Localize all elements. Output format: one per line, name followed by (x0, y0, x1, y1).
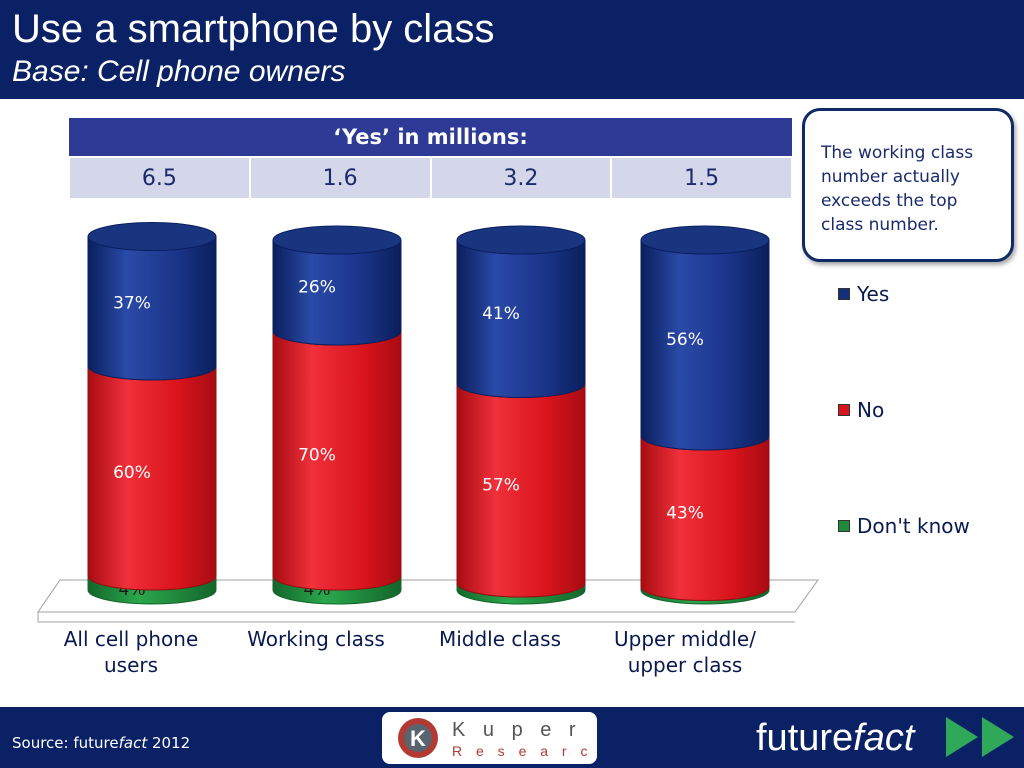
data-label: 57% (482, 475, 520, 495)
bar-segment-yes (640, 239, 770, 451)
source-prefix: Source: future (12, 734, 119, 752)
yes-table-value: 1.6 (248, 156, 432, 200)
data-label: 37% (113, 293, 151, 313)
source-note: Source: futurefact 2012 (12, 734, 190, 752)
logo-top-text: K u p e r (452, 719, 582, 741)
category-label: Working class (247, 627, 385, 651)
legend-label: Yes (857, 282, 890, 306)
callout-text: The working class number actually exceed… (821, 143, 974, 235)
bar-segment-yes (87, 236, 217, 381)
yes-table-value: 1.5 (610, 156, 793, 200)
yes-millions-table: ‘Yes’ in millions: 6.5 1.6 3.2 1.5 (68, 118, 793, 200)
brand-italic: fact (853, 717, 915, 759)
bar-segment-yes (272, 239, 402, 346)
legend-swatch-dont-know (838, 520, 850, 532)
yes-table-value: 3.2 (429, 156, 613, 200)
slide-subtitle: Base: Cell phone owners (12, 55, 346, 88)
yes-table-value: 6.5 (68, 156, 251, 200)
kuper-research-logo: K K u p e r R e s e a r c h (382, 712, 609, 764)
bar-segment-no (640, 435, 770, 601)
legend-label: No (857, 398, 885, 422)
bar-segment-cap (87, 222, 217, 251)
kuper-logo-graphic: K K u p e r R e s e a r c h (398, 718, 609, 759)
data-label: 56% (666, 330, 704, 350)
yes-table-header: ‘Yes’ in millions: (69, 118, 792, 157)
legend-item-yes: Yes (838, 282, 889, 306)
chart-floor (37, 579, 819, 613)
legend-item-dont-know: Don't know (838, 514, 970, 538)
legend-item-no: No (838, 398, 884, 422)
forward-arrows-icon (946, 717, 1014, 757)
bar-segment-cap (640, 225, 770, 255)
data-label: 41% (482, 304, 520, 324)
category-label: Middle class (438, 627, 562, 651)
legend-swatch-yes (838, 288, 850, 300)
data-label: 26% (298, 278, 336, 298)
legend-label: Don't know (857, 514, 970, 538)
bar-segment-yes (456, 239, 586, 398)
bar-segment-no (87, 365, 217, 591)
title-bar: Use a smartphone by class Base: Cell pho… (0, 0, 1024, 99)
futurefact-brand: futurefact (756, 717, 914, 760)
source-suffix: 2012 (147, 734, 191, 752)
data-label: 43% (666, 503, 704, 523)
brand-regular: future (756, 717, 854, 759)
bar-segment-no (456, 383, 586, 598)
stacked-bar-chart: 4%60%37%4%70%26%2%57%41%1%43%56% (37, 222, 819, 623)
data-label: 70% (298, 446, 336, 466)
bar-segment-cap (272, 225, 402, 255)
svg-text:K: K (410, 726, 426, 751)
bar-segment-cap (456, 225, 586, 255)
logo-bottom-text: R e s e a r c h (452, 743, 597, 759)
callout-box: The working class number actually exceed… (802, 108, 1014, 262)
legend-swatch-no (838, 404, 850, 416)
data-label: 60% (113, 463, 151, 483)
source-italic: fact (118, 734, 148, 752)
category-label: Upper middle/ upper class (614, 627, 756, 677)
bar-segment-no (272, 330, 402, 591)
slide-title: Use a smartphone by class (12, 7, 495, 51)
category-label: All cell phone users (63, 627, 199, 677)
